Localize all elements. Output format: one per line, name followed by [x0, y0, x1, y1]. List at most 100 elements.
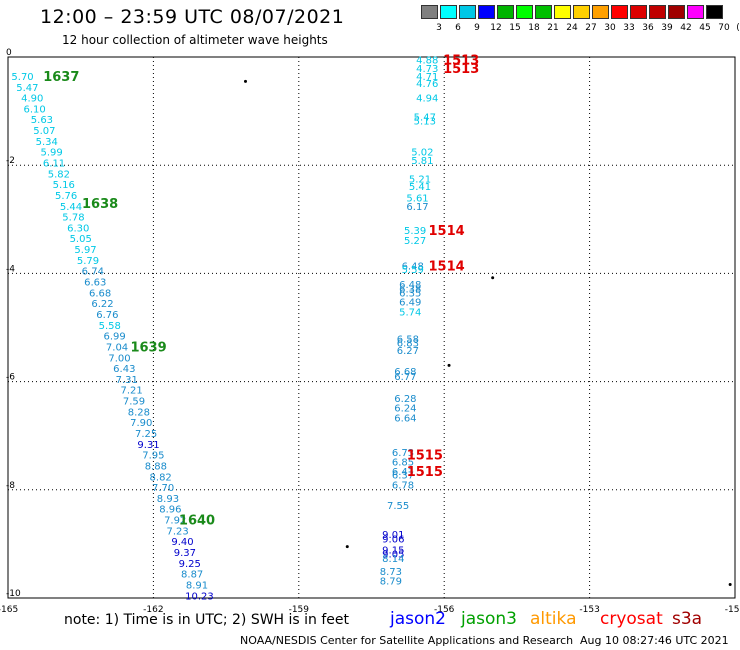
swh-value: 6.11: [43, 158, 65, 169]
satellite-legend-item: cryosat: [600, 609, 663, 629]
scale-swatch: [592, 5, 609, 19]
swh-value: 7.00: [108, 353, 130, 364]
scale-label: 45: [699, 23, 711, 33]
pass-time-label: 1515: [407, 465, 443, 480]
swh-value: 8.14: [382, 554, 404, 565]
swh-value: 5.97: [74, 245, 96, 256]
swh-value: 9.37: [174, 548, 196, 559]
generated-timestamp: Aug 10 08:27:46 UTC 2021: [580, 634, 729, 647]
scale-label: 27: [585, 23, 597, 33]
island-marker: [491, 276, 495, 280]
swh-value: 4.73: [416, 64, 438, 75]
swh-value: 8.87: [181, 570, 203, 581]
swh-value: 6.22: [91, 299, 113, 310]
scale-label: 33: [623, 23, 635, 33]
scale-swatch: [668, 5, 685, 19]
swh-value: 7.21: [120, 386, 142, 397]
swh-value: 8.28: [128, 407, 150, 418]
swh-value: 5.63: [31, 115, 53, 126]
swh-value: 7.31: [116, 375, 138, 386]
swh-value: 5.02: [411, 148, 433, 159]
units-note: note: 1) Time is in UTC; 2) SWH is in fe…: [64, 612, 350, 628]
swh-value: 5.61: [406, 194, 428, 205]
scale-label: 3: [436, 23, 442, 33]
y-tick-label: -6: [6, 373, 15, 383]
scale-swatch: [478, 5, 495, 19]
swh-value: 5.81: [411, 156, 433, 167]
pass-time-label: 1515: [407, 449, 443, 464]
y-tick-label: -10: [6, 589, 21, 599]
swh-value: 6.74: [82, 267, 104, 278]
pass-time-label: 1637: [43, 70, 79, 85]
swh-value: 5.99: [40, 148, 62, 159]
map-subtitle: 12 hour collection of altimeter wave hei…: [62, 33, 328, 47]
scale-swatch: [516, 5, 533, 19]
scale-swatch: [649, 5, 666, 19]
map-frame: [7, 56, 736, 599]
x-tick-label: -156: [434, 605, 455, 615]
pass-time-label: 1514: [429, 259, 465, 274]
swh-value: 6.76: [96, 310, 118, 321]
swh-value: 9.40: [171, 537, 193, 548]
swh-value: 5.27: [404, 236, 426, 247]
swh-value: 8.82: [150, 472, 172, 483]
swh-value: 8.73: [380, 567, 402, 578]
swh-value: 5.47: [16, 83, 38, 94]
swh-value: 8.79: [380, 577, 402, 588]
swh-value: 7.25: [135, 429, 157, 440]
swh-value: 7.92: [164, 516, 186, 527]
y-tick-label: -8: [6, 481, 15, 491]
swh-value: 4.76: [416, 79, 438, 90]
swh-value: 6.49: [399, 298, 421, 309]
scale-label: 39: [661, 23, 673, 33]
swh-value: 5.13: [414, 116, 436, 127]
swh-value: 5.70: [11, 72, 33, 83]
swh-value: 6.68: [89, 288, 111, 299]
x-tick-label: -153: [579, 605, 599, 615]
map-title: 12:00 – 23:59 UTC 08/07/2021: [40, 6, 345, 28]
x-tick-label: -165: [0, 605, 18, 615]
swh-value: 4.94: [416, 94, 438, 105]
scale-swatch: [687, 5, 704, 19]
swh-value: 6.48: [399, 280, 421, 291]
swh-value: 10.23: [185, 591, 214, 602]
scale-label: 9: [474, 23, 480, 33]
scale-swatch: [611, 5, 628, 19]
island-marker: [243, 79, 247, 83]
satellite-legend-item: jason2: [390, 609, 446, 629]
scale-label: 24: [566, 23, 578, 33]
satellite-legend-item: s3a: [672, 609, 703, 629]
satellite-legend-item: altika: [530, 609, 577, 629]
swh-value: 7.90: [130, 418, 152, 429]
swh-value: 8.93: [157, 494, 179, 505]
scale-label: 15: [509, 23, 521, 33]
swh-value: 4.71: [416, 72, 438, 83]
swh-value: 5.39: [404, 226, 426, 237]
swh-value: 6.27: [397, 346, 419, 357]
swh-value: 6.99: [103, 332, 125, 343]
map-border: [7, 56, 736, 599]
swh-value: 6.24: [394, 404, 416, 415]
swh-value: 9.31: [137, 440, 159, 451]
scale-label: 6: [455, 23, 461, 33]
swh-value: 9.15: [382, 545, 404, 556]
scale-label: (ft): [736, 23, 740, 33]
pass-time-label: 1638: [82, 197, 118, 212]
scale-swatch: [554, 5, 571, 19]
scale-swatch: [706, 5, 723, 19]
swh-value: 6.30: [67, 223, 89, 234]
swh-value: 7.70: [152, 483, 174, 494]
axis-ticks: -165 -162 -159 -156 -153 -150 0 -2 -4 -6 -8 -10: [0, 48, 740, 615]
swh-value: 6.10: [24, 104, 46, 115]
swh-value: 5.74: [399, 307, 421, 318]
swh-value: 8.88: [145, 461, 167, 472]
swh-value: 9.05: [382, 550, 404, 561]
swh-value: 6.77: [394, 372, 416, 383]
swh-value: 5.59: [402, 265, 424, 276]
y-tick-label: -2: [6, 156, 15, 166]
x-tick-label: -150: [725, 605, 740, 615]
swh-value: 5.44: [60, 202, 82, 213]
swh-value: 4.90: [21, 94, 43, 105]
swh-value: 7.55: [387, 501, 409, 512]
